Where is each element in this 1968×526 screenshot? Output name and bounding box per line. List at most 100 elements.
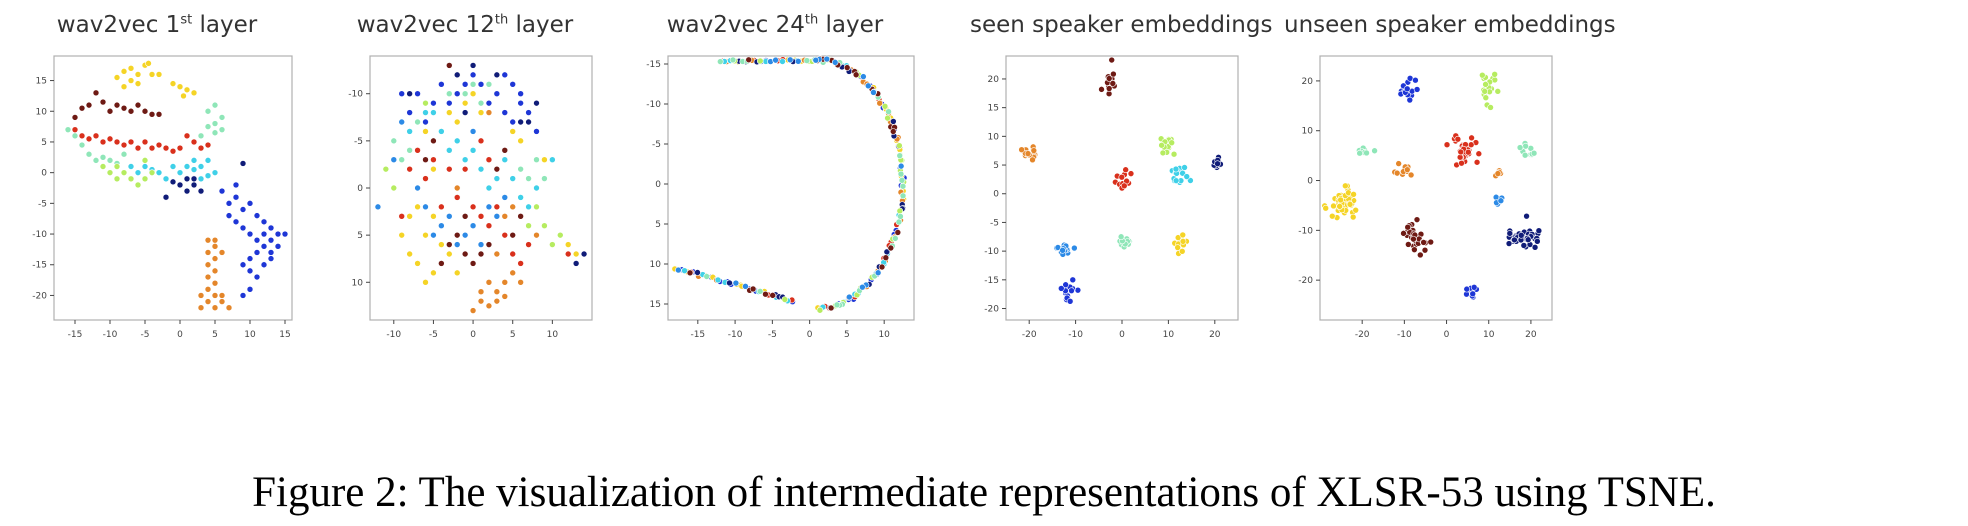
scatter-point-orange	[211, 243, 219, 250]
scatter-point-red	[141, 138, 149, 146]
scatter-point-mint	[729, 56, 737, 64]
tsne-panel-layer1: wav2vec 1st layer -15 -10 -5 0 5 10 15 15 10 5 0 -5…	[18, 12, 296, 340]
y-tick-label: -10	[32, 230, 47, 240]
scatter-point-mint	[899, 182, 907, 190]
scatter-point-yellow	[430, 165, 437, 173]
scatter-point-azure	[846, 293, 853, 301]
scatter-point-azure	[445, 212, 453, 220]
scatter-point-yellow	[1342, 182, 1349, 190]
y-tick-label: -15	[984, 276, 999, 286]
scatter-point-maroon	[422, 156, 429, 164]
scatter-point-orange	[517, 278, 524, 286]
scatter-point-maroon	[878, 263, 886, 271]
scatter-point-maroon	[762, 290, 769, 298]
scatter-point-yellow	[120, 83, 128, 90]
scatter-point-yellow	[134, 71, 142, 78]
scatter-point-blue	[469, 71, 477, 79]
scatter-point-maroon	[1410, 235, 1417, 243]
scatter-point-red	[127, 138, 135, 146]
scatter-point-maroon	[686, 269, 694, 277]
scatter-point-maroon	[445, 62, 453, 69]
scatter-point-cyan	[779, 58, 786, 65]
scatter-point-maroon	[120, 104, 128, 112]
x-tick-label: -15	[690, 330, 705, 340]
scatter-point-maroon	[1427, 238, 1435, 246]
scatter-point-blue	[260, 243, 268, 250]
scatter-point-orange	[211, 267, 219, 275]
scatter-point-navy	[469, 62, 477, 69]
scatter-point-navy	[572, 260, 580, 267]
scatter-point-maroon	[1421, 246, 1429, 254]
scatter-point-red	[445, 165, 453, 173]
scatter-point-maroon	[1411, 246, 1418, 253]
scatter-point-mint	[211, 101, 219, 109]
scatter-point-mint	[218, 114, 226, 121]
scatter-point-blue	[1406, 96, 1414, 104]
scatter-point-blue	[253, 249, 261, 256]
scatter-point-maroon	[453, 231, 461, 239]
scatter-point-yellow	[1178, 248, 1186, 255]
scatter-point-blue	[239, 206, 247, 213]
scatter-point-mint	[477, 99, 485, 107]
scatter-point-blue	[1068, 287, 1075, 294]
scatter-point-yellow	[517, 137, 524, 145]
scatter-point-maroon	[1417, 251, 1424, 259]
scatter-point-orange	[1030, 147, 1038, 154]
tsne-panel-layer24: wav2vec 24th layer -15 -10 -5 0 5 10 15 10 5 0 -5-…	[632, 12, 918, 340]
scatter-point-red	[1127, 170, 1135, 177]
scatter-point-mint	[1117, 233, 1125, 241]
scatter-point-blue	[525, 109, 532, 116]
scatter-point-cyan	[1183, 173, 1191, 180]
scatter-point-navy	[406, 90, 413, 98]
y-tick-label: -5	[990, 218, 999, 228]
scatter-point-azure	[461, 231, 469, 239]
scatter-point-orange	[211, 304, 219, 312]
scatter-point-orange	[1393, 169, 1401, 177]
scatter-point-azure	[493, 212, 501, 220]
scatter-point-yellow	[1179, 238, 1187, 245]
scatter-point-blue	[485, 99, 493, 107]
scatter-point-cyan	[549, 156, 556, 164]
x-tick-label: -20	[1022, 330, 1037, 340]
scatter-point-yellow	[1330, 202, 1337, 210]
scatter-point-maroon	[894, 229, 902, 236]
scatter-point-orange	[477, 288, 485, 296]
scatter-point-cyan	[134, 169, 142, 176]
scatter-point-yellow	[145, 60, 152, 67]
scatter-point-maroon	[461, 212, 469, 220]
scatter-point-maroon	[1404, 223, 1412, 231]
scatter-point-yellow	[430, 212, 437, 220]
scatter-point-yellow	[422, 128, 429, 135]
scatter-point-maroon	[148, 111, 156, 118]
scatter-point-blue	[1062, 281, 1069, 289]
scatter-point-navy	[1524, 236, 1532, 244]
scatter-point-yellow	[438, 241, 445, 248]
scatter-point-cyan	[155, 169, 163, 176]
scatter-point-navy	[493, 71, 501, 79]
scatter-point-lime	[1158, 141, 1165, 149]
scatter-point-maroon	[155, 111, 163, 118]
scatter-point-lime	[127, 175, 135, 183]
scatter-point-orange	[1407, 171, 1415, 179]
scatter-point-red	[113, 138, 121, 146]
scatter-point-cyan	[162, 175, 170, 183]
scatter-point-navy	[1506, 230, 1514, 237]
x-tick-label: 5	[510, 330, 516, 340]
scatter-point-lime	[390, 184, 398, 192]
scatter-point-navy	[1520, 242, 1528, 249]
scatter-point-navy	[580, 250, 588, 258]
scatter-point-orange	[453, 184, 461, 192]
scatter-point-orange	[501, 293, 509, 300]
scatter-point-azure	[398, 118, 406, 126]
scatter-point-blue	[509, 118, 517, 126]
scatter-point-yellow	[169, 80, 177, 87]
scatter-point-blue	[430, 99, 437, 107]
y-tick-label: 15	[36, 77, 47, 87]
scatter-point-mint	[204, 107, 212, 115]
scatter-point-blue	[453, 90, 461, 98]
scatter-point-azure	[430, 231, 437, 239]
scatter-point-maroon	[749, 285, 757, 293]
scatter-point-mint	[106, 157, 114, 164]
scatter-point-orange	[197, 304, 205, 312]
scatter-point-yellow	[398, 231, 406, 239]
